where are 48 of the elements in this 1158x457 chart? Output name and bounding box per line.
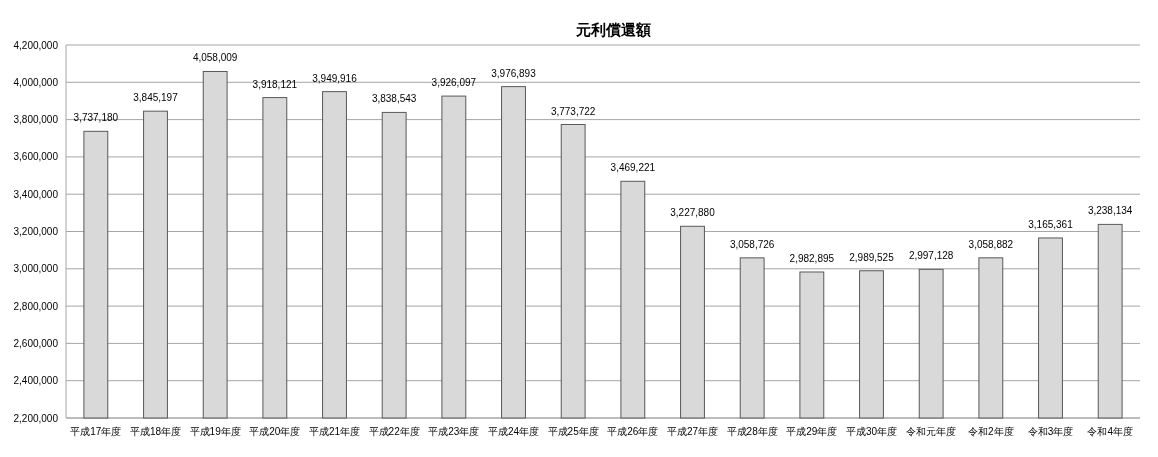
x-tick-label: 平成22年度 <box>368 426 420 437</box>
data-label: 3,238,134 <box>1087 205 1133 217</box>
y-tick-label: 2,400,000 <box>13 375 59 387</box>
x-tick-label: 平成20年度 <box>249 426 301 437</box>
y-tick-label: 2,800,000 <box>13 300 59 312</box>
x-tick-label: 平成21年度 <box>308 426 361 437</box>
x-tick-label: 平成26年度 <box>607 426 659 437</box>
y-tick-label: 2,600,000 <box>13 337 59 349</box>
chart-title: 元利償還額 <box>574 21 651 38</box>
data-label: 3,926,097 <box>431 77 477 89</box>
x-tick-label: 令和元年度 <box>906 426 957 437</box>
y-tick-label: 3,800,000 <box>13 114 59 126</box>
x-tick-label: 平成24年度 <box>487 426 540 437</box>
x-tick-label: 令和4年度 <box>1087 426 1133 437</box>
x-tick-label: 令和3年度 <box>1027 426 1074 437</box>
y-tick-label: 4,000,000 <box>13 76 59 88</box>
x-tick-label: 平成29年度 <box>786 426 838 437</box>
data-label: 3,737,180 <box>73 112 119 124</box>
data-label: 3,165,361 <box>1028 218 1074 230</box>
y-tick-label: 3,400,000 <box>13 188 59 200</box>
y-tick-label: 2,200,000 <box>13 412 59 424</box>
x-tick-label: 平成30年度 <box>845 426 898 437</box>
data-label: 3,949,916 <box>312 72 358 84</box>
data-label: 3,976,893 <box>491 67 537 79</box>
x-tick-label: 平成25年度 <box>547 426 599 437</box>
data-label: 2,989,525 <box>849 251 895 263</box>
data-label: 3,918,121 <box>252 78 298 90</box>
x-tick-label: 平成19年度 <box>189 426 241 437</box>
y-tick-label: 4,200,000 <box>13 39 59 51</box>
x-tick-label: 平成17年度 <box>70 426 122 437</box>
data-label: 4,058,009 <box>192 52 238 64</box>
x-tick-label: 平成23年度 <box>428 426 480 437</box>
y-tick-label: 3,600,000 <box>13 151 59 163</box>
data-label: 3,773,722 <box>550 105 596 117</box>
x-tick-label: 令和2年度 <box>968 426 1014 437</box>
data-label: 3,058,726 <box>729 238 775 250</box>
data-label: 3,838,543 <box>371 93 417 105</box>
data-label: 3,058,882 <box>968 238 1014 250</box>
data-label: 2,997,128 <box>908 250 954 262</box>
x-tick-label: 平成28年度 <box>726 426 778 437</box>
data-label: 3,469,221 <box>610 162 656 174</box>
y-tick-label: 3,200,000 <box>13 226 59 237</box>
data-label: 2,982,895 <box>789 252 835 264</box>
x-tick-label: 平成18年度 <box>129 426 182 437</box>
data-label: 3,845,197 <box>133 92 179 104</box>
data-label: 3,227,880 <box>670 207 716 219</box>
x-tick-label: 平成27年度 <box>666 426 719 437</box>
y-tick-label: 3,000,000 <box>13 263 59 275</box>
